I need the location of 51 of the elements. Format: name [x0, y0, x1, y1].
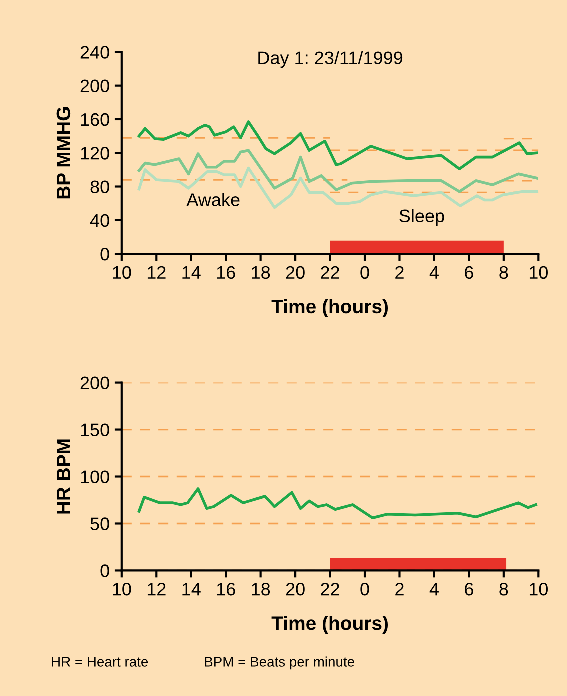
x-tick-label: 16: [217, 583, 236, 596]
x-tick-label: 10: [113, 266, 132, 280]
x-tick-label: 2: [396, 583, 404, 596]
x-tick-label: 10: [530, 266, 548, 280]
y-tick-label: 100: [81, 470, 110, 484]
x-tick-label: 0: [360, 583, 370, 596]
x-tick-label: 12: [148, 266, 166, 279]
x-tick-label: 2: [396, 266, 404, 279]
y-tick-label: 0: [100, 564, 110, 578]
x-tick-label: 6: [465, 583, 474, 596]
y-tick-label: 200: [80, 80, 110, 93]
line-series: [138, 149, 538, 194]
y-tick-label: 150: [81, 424, 110, 436]
x-tick-label: 0: [360, 266, 370, 280]
x-tick-label: 16: [217, 266, 236, 280]
y-axis-title: HR BPM: [57, 440, 70, 514]
y-axis-title: BP MMHG: [56, 108, 71, 199]
x-tick-label: 14: [182, 266, 201, 279]
x-tick-label: 18: [252, 583, 270, 596]
x-tick-label: 8: [500, 583, 508, 596]
x-tick-label: 18: [252, 266, 270, 280]
x-tick-label: 4: [430, 266, 439, 279]
chart-title: Day 1: 23/11/1999: [258, 51, 403, 68]
x-tick-label: 20: [286, 266, 305, 280]
y-tick-label: 120: [81, 147, 110, 160]
x-tick-label: 22: [321, 583, 340, 596]
x-tick-label: 6: [465, 266, 474, 280]
y-tick-label: 80: [90, 180, 110, 194]
x-tick-label: 22: [321, 266, 340, 279]
x-tick-label: 10: [113, 583, 132, 596]
line-series: [138, 488, 538, 520]
y-tick-label: 40: [90, 214, 110, 228]
y-tick-label: 160: [81, 113, 110, 126]
text: HR = Heart rate: [52, 657, 148, 667]
text: BPM = Beats per minute: [205, 656, 354, 670]
x-tick-label: 12: [148, 583, 166, 596]
y-tick-label: 0: [100, 248, 110, 261]
x-tick-label: 10: [530, 583, 548, 596]
x-axis-title: Time (hours): [272, 616, 388, 634]
x-axis-title: Time (hours): [272, 299, 388, 318]
annotation: Awake: [186, 193, 240, 206]
line-series: [138, 166, 538, 210]
annotation: Sleep: [400, 209, 444, 226]
y-tick-label: 240: [80, 46, 110, 59]
x-tick-label: 8: [500, 266, 508, 280]
x-tick-label: 4: [430, 583, 439, 596]
y-tick-label: 50: [90, 518, 110, 530]
line-series: [138, 120, 538, 170]
x-tick-label: 14: [182, 583, 201, 596]
x-tick-label: 20: [286, 583, 305, 596]
y-tick-label: 200: [80, 376, 110, 390]
